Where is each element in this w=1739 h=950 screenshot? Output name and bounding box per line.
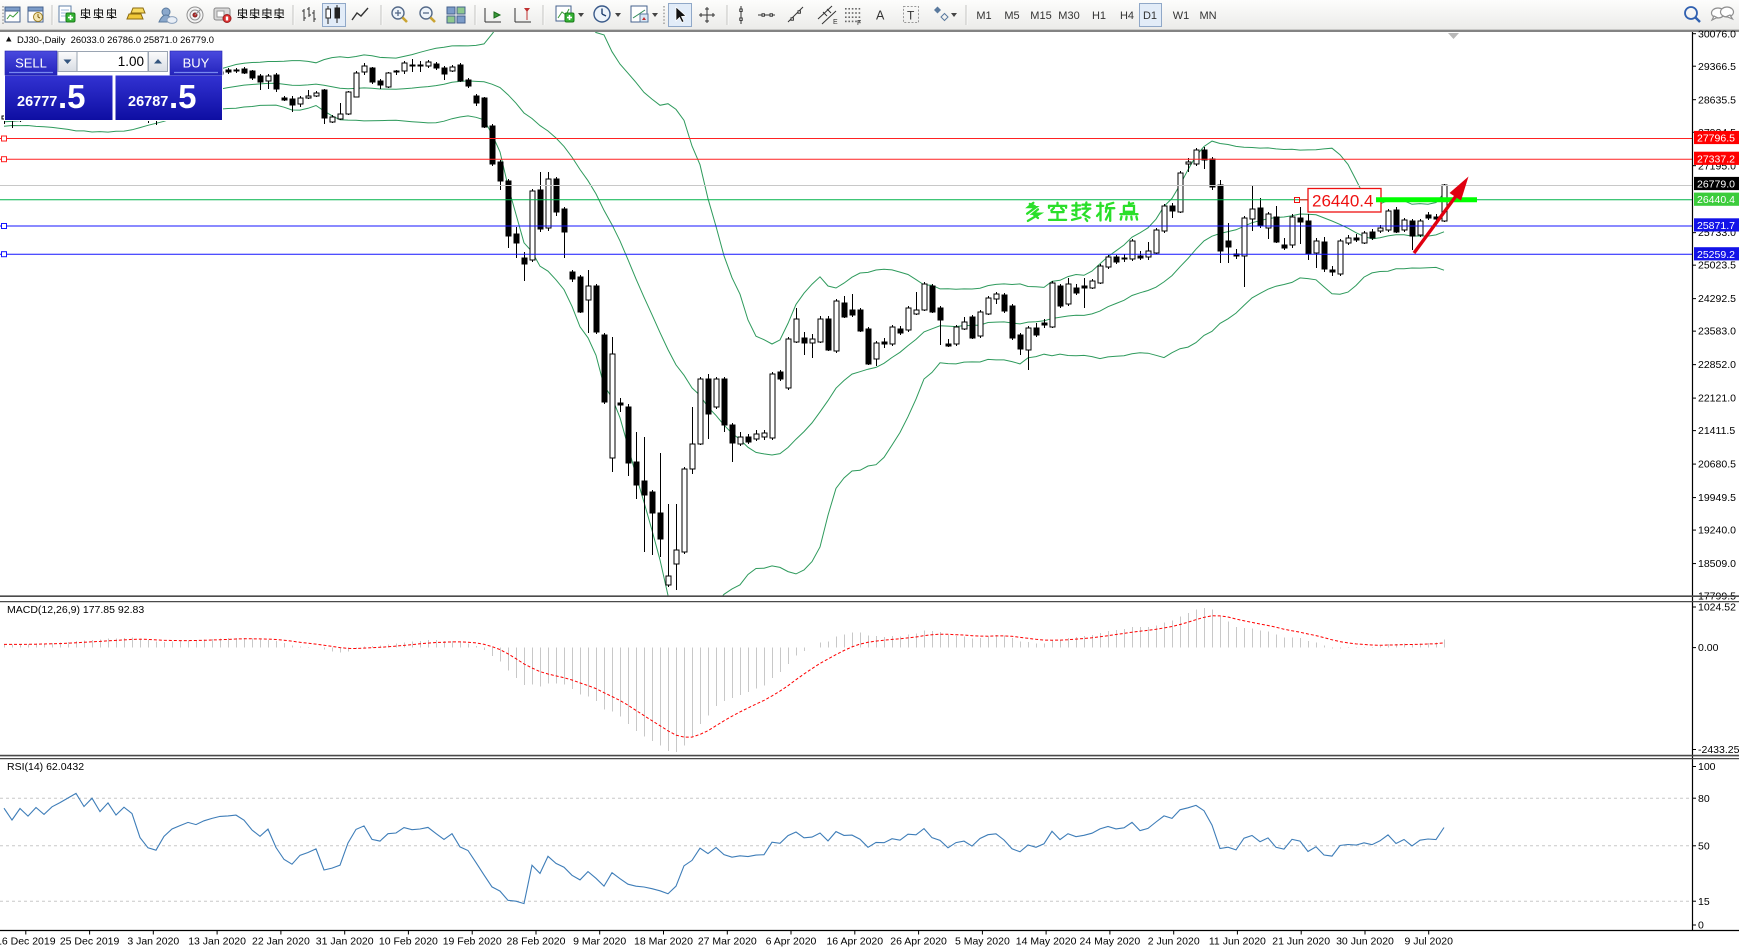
svg-text:H4: H4	[1120, 10, 1134, 22]
svg-text:26440.4: 26440.4	[1312, 192, 1373, 211]
svg-text:0.00: 0.00	[1698, 642, 1719, 654]
svg-text:19 Feb 2020: 19 Feb 2020	[443, 936, 502, 948]
svg-text:MN: MN	[1199, 10, 1216, 22]
svg-text:19240.0: 19240.0	[1698, 525, 1736, 537]
svg-text:11 Jun 2020: 11 Jun 2020	[1209, 936, 1266, 948]
svg-text:25259.2: 25259.2	[1697, 249, 1735, 261]
svg-text:27796.5: 27796.5	[1697, 133, 1735, 145]
svg-text:26779.0: 26779.0	[1697, 179, 1735, 191]
svg-text:29366.5: 29366.5	[1698, 61, 1736, 73]
svg-text:.5: .5	[169, 78, 197, 115]
svg-text:15: 15	[1698, 896, 1710, 908]
svg-text:5 May 2020: 5 May 2020	[955, 936, 1010, 948]
svg-text:31 Jan 2020: 31 Jan 2020	[316, 936, 374, 948]
svg-text:26787: 26787	[128, 94, 168, 110]
svg-text:26777: 26777	[17, 94, 57, 110]
svg-text:50: 50	[1698, 840, 1710, 852]
svg-text:20680.5: 20680.5	[1698, 459, 1736, 471]
svg-text:25871.7: 25871.7	[1697, 220, 1735, 232]
svg-text:3 Jan 2020: 3 Jan 2020	[127, 936, 179, 948]
svg-text:22 Jan 2020: 22 Jan 2020	[252, 936, 310, 948]
svg-text:28635.5: 28635.5	[1698, 94, 1736, 106]
svg-text:SELL: SELL	[15, 56, 47, 71]
svg-text:9 Jul 2020: 9 Jul 2020	[1404, 936, 1453, 948]
svg-text:MACD(12,26,9) 177.85 92.83: MACD(12,26,9) 177.85 92.83	[7, 604, 144, 616]
svg-text:16 Dec 2019: 16 Dec 2019	[0, 936, 56, 948]
svg-text:21 Jun 2020: 21 Jun 2020	[1272, 936, 1330, 948]
svg-text:30 Jun 2020: 30 Jun 2020	[1336, 936, 1394, 948]
svg-text:F: F	[857, 20, 861, 27]
svg-text:13 Jan 2020: 13 Jan 2020	[188, 936, 246, 948]
svg-text:E: E	[833, 19, 838, 26]
svg-text:M1: M1	[976, 10, 991, 22]
svg-text:22121.0: 22121.0	[1698, 393, 1736, 405]
svg-text:24292.5: 24292.5	[1698, 293, 1736, 305]
svg-text:30076.0: 30076.0	[1698, 28, 1736, 40]
svg-text:19949.5: 19949.5	[1698, 492, 1736, 504]
svg-text:26440.4: 26440.4	[1697, 194, 1735, 206]
svg-text:23583.0: 23583.0	[1698, 326, 1736, 338]
svg-text:26 Apr 2020: 26 Apr 2020	[890, 936, 947, 948]
svg-text:D1: D1	[1143, 10, 1157, 22]
svg-text:25 Dec 2019: 25 Dec 2019	[60, 936, 120, 948]
svg-text:0: 0	[1698, 920, 1704, 932]
svg-text:T: T	[907, 9, 915, 23]
svg-text:16 Apr 2020: 16 Apr 2020	[826, 936, 883, 948]
svg-text:24 May 2020: 24 May 2020	[1080, 936, 1141, 948]
svg-text:6 Apr 2020: 6 Apr 2020	[766, 936, 817, 948]
svg-text:14 May 2020: 14 May 2020	[1016, 936, 1077, 948]
svg-text:22852.0: 22852.0	[1698, 359, 1736, 371]
svg-text:M30: M30	[1058, 10, 1079, 22]
svg-text:1024.52: 1024.52	[1698, 602, 1736, 614]
svg-text:21411.5: 21411.5	[1698, 425, 1735, 437]
svg-text:18509.0: 18509.0	[1698, 558, 1736, 570]
svg-text:A: A	[876, 9, 885, 23]
svg-text:10 Feb 2020: 10 Feb 2020	[379, 936, 438, 948]
svg-text:BUY: BUY	[183, 56, 210, 71]
svg-text:9 Mar 2020: 9 Mar 2020	[573, 936, 626, 948]
svg-text:.5: .5	[58, 78, 86, 115]
svg-text:27337.2: 27337.2	[1697, 153, 1735, 165]
svg-text:M5: M5	[1004, 10, 1019, 22]
svg-text:27 Mar 2020: 27 Mar 2020	[698, 936, 757, 948]
svg-text:1.00: 1.00	[118, 54, 144, 69]
svg-text:M15: M15	[1030, 10, 1051, 22]
svg-text:-2433.25: -2433.25	[1698, 744, 1739, 756]
svg-text:25023.5: 25023.5	[1698, 260, 1736, 272]
svg-text:18 Mar 2020: 18 Mar 2020	[634, 936, 693, 948]
svg-text:W1: W1	[1173, 10, 1190, 22]
svg-text:DJ30-,Daily 26033.0 26786.0 2: DJ30-,Daily 26033.0 26786.0 25871.0 2677…	[17, 34, 214, 45]
svg-text:28 Feb 2020: 28 Feb 2020	[507, 936, 566, 948]
svg-text:80: 80	[1698, 793, 1710, 805]
svg-text:RSI(14) 62.0432: RSI(14) 62.0432	[7, 761, 84, 773]
svg-text:2 Jun 2020: 2 Jun 2020	[1148, 936, 1200, 948]
svg-text:100: 100	[1698, 761, 1716, 773]
svg-text:H1: H1	[1092, 10, 1106, 22]
